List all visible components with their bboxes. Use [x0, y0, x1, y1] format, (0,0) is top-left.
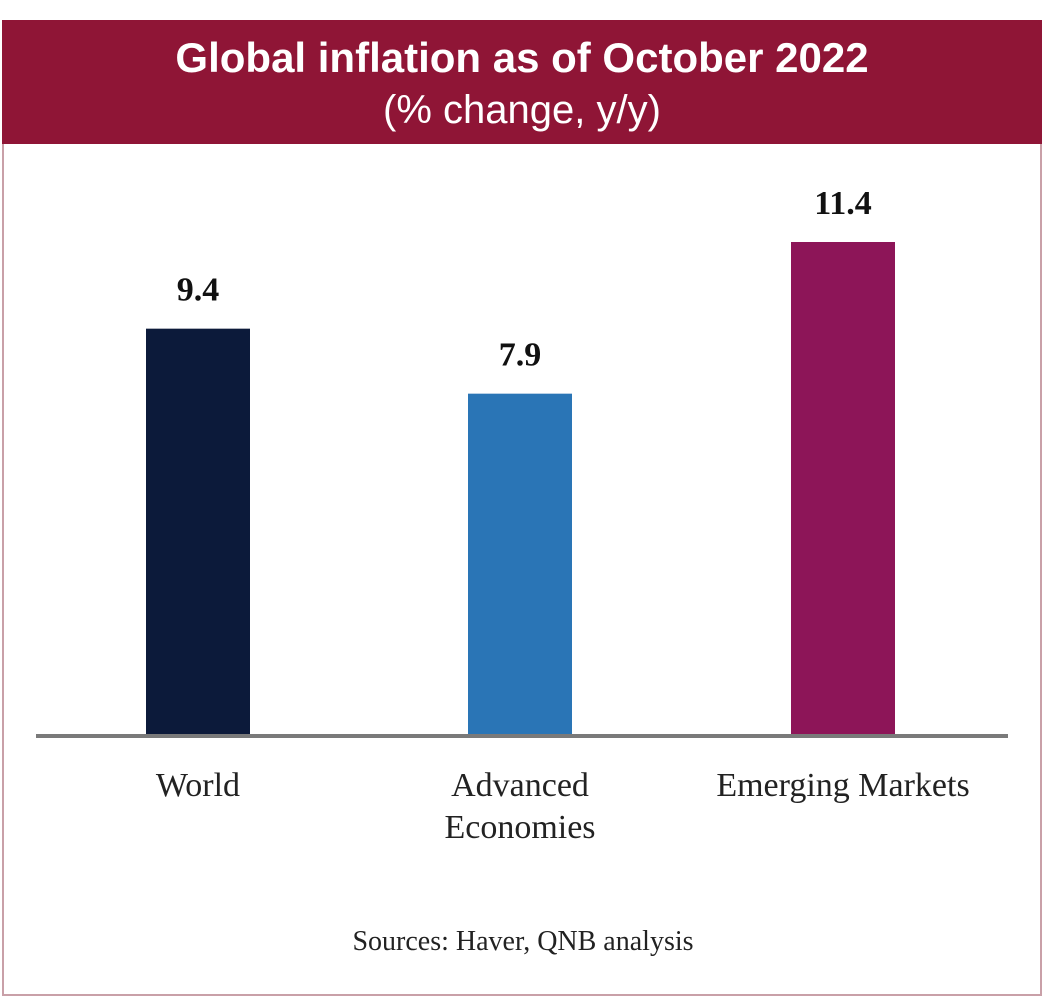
value-label-world: 9.4 [177, 272, 220, 309]
bars-group [146, 242, 895, 736]
bar-emerging-markets [791, 242, 895, 736]
bar-world [146, 328, 250, 736]
labels-group: 9.4 World 7.9 Advanced Economies 11.4 Emerging… [156, 185, 970, 846]
chart-title: Global inflation as of October 2022 [175, 34, 869, 81]
bar-advanced-economies [468, 393, 572, 736]
category-label-advanced-economies: Advanced Economies [444, 767, 595, 846]
chart-header: Global inflation as of October 2022 (% c… [2, 20, 1042, 144]
value-label-emerging-markets: 11.4 [814, 185, 872, 222]
source-note: Sources: Haver, QNB analysis [352, 926, 693, 957]
chart-subtitle: (% change, y/y) [383, 88, 661, 132]
value-label-advanced-economies: 7.9 [499, 337, 542, 374]
category-label-world: World [156, 767, 240, 804]
category-label-emerging-markets: Emerging Markets [716, 767, 969, 804]
